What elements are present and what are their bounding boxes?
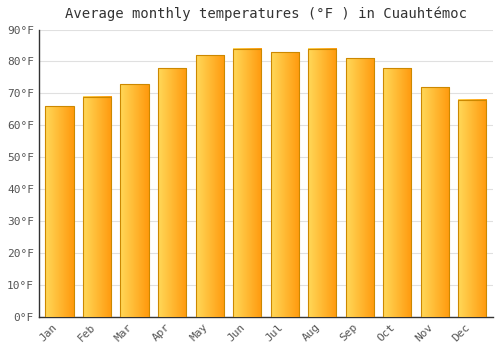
Bar [458, 100, 486, 317]
Bar [421, 87, 449, 317]
Bar [83, 97, 111, 317]
Bar [233, 49, 261, 317]
Bar [308, 49, 336, 317]
Bar [270, 52, 299, 317]
Bar [120, 84, 148, 317]
Title: Average monthly temperatures (°F ) in Cuauhtémoc: Average monthly temperatures (°F ) in Cu… [65, 7, 467, 21]
Bar [196, 55, 224, 317]
Bar [46, 106, 74, 317]
Bar [158, 68, 186, 317]
Bar [383, 68, 412, 317]
Bar [346, 58, 374, 317]
